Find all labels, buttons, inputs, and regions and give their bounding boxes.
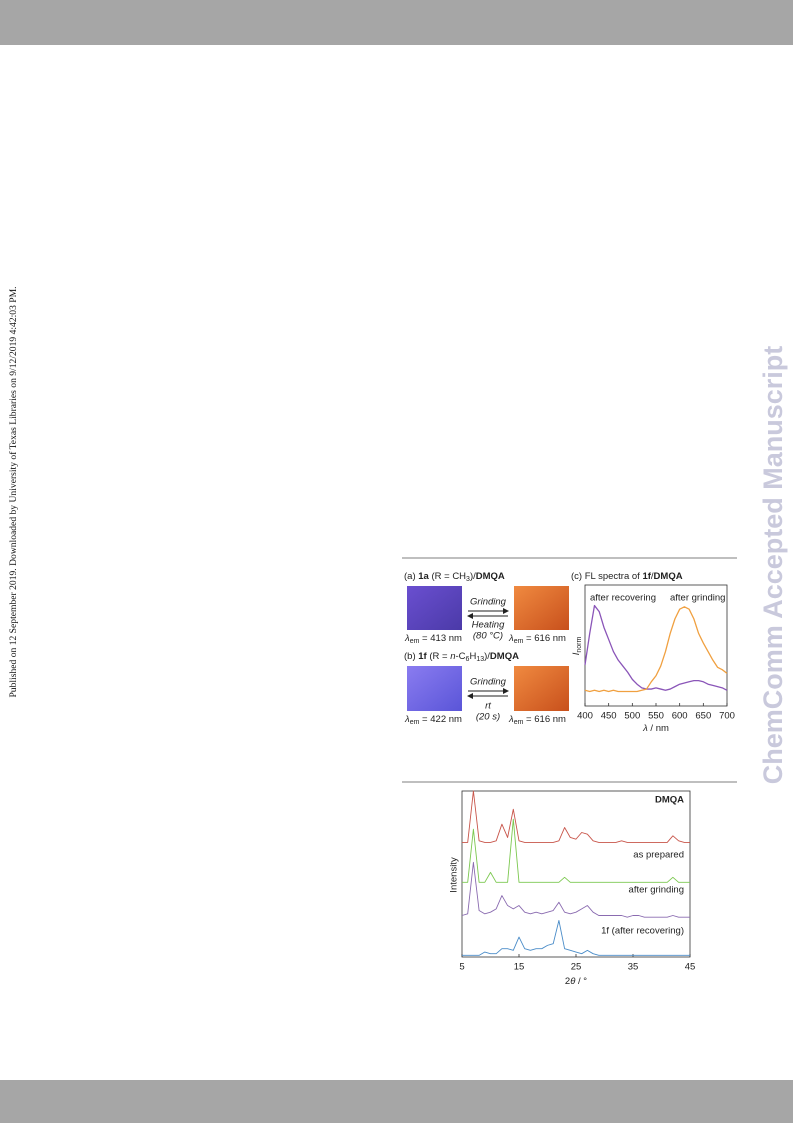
series-line <box>462 790 690 843</box>
photo <box>407 586 462 630</box>
x-tick-label: 650 <box>695 711 711 722</box>
series-label: 1f (after recovering) <box>601 926 684 937</box>
x-tick-label: 700 <box>719 711 735 722</box>
photo <box>514 586 569 630</box>
x-tick-label: 500 <box>624 711 640 722</box>
photo <box>407 666 462 711</box>
x-tick-label: 35 <box>628 962 639 973</box>
photo <box>514 666 569 711</box>
x-tick-label: 450 <box>601 711 617 722</box>
y-axis-label: Intensity <box>449 857 460 893</box>
arrow-label: rt <box>485 701 491 712</box>
series-label: as prepared <box>633 850 684 861</box>
x-axis-label: λ / nm <box>642 723 669 734</box>
series-label: after grinding <box>629 885 684 896</box>
x-tick-label: 25 <box>571 962 582 973</box>
arrow-label: (20 s) <box>476 712 500 723</box>
x-tick-label: 5 <box>459 962 464 973</box>
series-line <box>461 861 690 918</box>
x-tick-label: 15 <box>514 962 525 973</box>
emission-label: λem = 616 nm <box>508 633 566 645</box>
watermark: ChemComm Accepted Manuscript <box>758 346 788 785</box>
series-line <box>584 604 728 691</box>
y-axis-label: Inorm <box>571 637 583 656</box>
arrow-label: (80 °C) <box>473 631 503 642</box>
x-tick-label: 45 <box>685 962 696 973</box>
header-bar <box>0 0 793 45</box>
panel-title: (b) 1f (R = n-C6H13)/DMQA <box>404 651 519 663</box>
series-line <box>462 818 690 883</box>
series-label: after grinding <box>670 593 725 604</box>
chart-title: (c) FL spectra of 1f/DMQA <box>571 571 683 582</box>
emission-label: λem = 616 nm <box>508 714 566 726</box>
series-label: DMQA <box>655 795 684 806</box>
emission-label: λem = 422 nm <box>404 714 462 726</box>
series-label: after recovering <box>590 593 656 604</box>
panel-title: (a) 1a (R = CH3)/DMQA <box>404 571 505 583</box>
series-line <box>584 606 728 693</box>
side-note: Published on 12 September 2019. Download… <box>8 286 19 697</box>
x-tick-label: 400 <box>577 711 593 722</box>
arrow-label: Grinding <box>470 677 507 688</box>
x-tick-label: 550 <box>648 711 664 722</box>
arrow-label: Grinding <box>470 597 507 608</box>
x-tick-label: 600 <box>672 711 688 722</box>
x-axis-label: 2θ / ° <box>565 976 587 987</box>
series-line <box>462 920 690 956</box>
arrow-label: Heating <box>472 620 505 631</box>
footer-bar <box>0 1080 793 1123</box>
emission-label: λem = 413 nm <box>404 633 462 645</box>
